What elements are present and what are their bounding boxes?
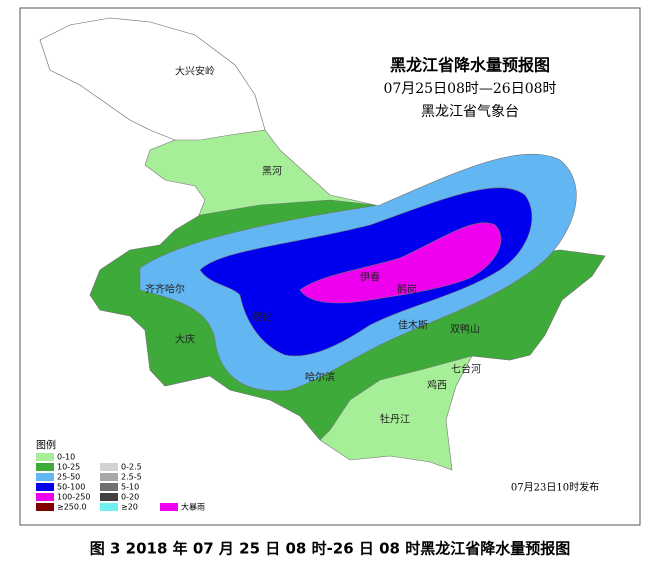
figure-caption: 图 3 2018 年 07 月 25 日 08 时-26 日 08 时黑龙江省降… <box>90 540 570 558</box>
legend-label: 50-100 <box>57 483 85 492</box>
legend-label: 25-50 <box>57 473 80 482</box>
place-label: 双鸭山 <box>450 323 480 336</box>
place-label: 牡丹江 <box>380 413 410 426</box>
place-label: 鹤岗 <box>397 283 417 296</box>
place-label: 齐齐哈尔 <box>145 283 185 296</box>
legend-swatch <box>36 503 54 511</box>
legend-label: ≥250.0 <box>57 503 87 512</box>
legend-label: 0-20 <box>121 493 139 502</box>
place-label: 哈尔滨 <box>305 371 335 384</box>
legend-swatch <box>36 483 54 491</box>
legend-swatch <box>100 463 118 471</box>
place-label: 鸡西 <box>427 379 447 392</box>
place-label: 黑河 <box>262 166 282 178</box>
legend-label: 大暴雨 <box>181 502 205 512</box>
legend-swatch <box>36 453 54 461</box>
legend-title: 图例 <box>36 439 56 452</box>
legend-label: 0-10 <box>57 453 75 462</box>
legend-label: 100-250 <box>57 493 90 502</box>
title-line: 黑龙江省降水量预报图 <box>390 56 550 75</box>
legend-label: 0-2.5 <box>121 463 142 472</box>
legend-swatch <box>36 493 54 501</box>
place-label: 伊春 <box>360 272 380 284</box>
legend-label: ≥20 <box>121 503 138 512</box>
place-label: 大兴安岭 <box>175 65 215 78</box>
title-line: 07月25日08时—26日08时 <box>383 81 556 97</box>
title-line: 黑龙江省气象台 <box>421 104 519 120</box>
place-label: 七台河 <box>451 363 481 376</box>
legend-swatch <box>100 503 118 511</box>
place-label: 佳木斯 <box>398 319 428 332</box>
place-label: 大庆 <box>175 333 195 346</box>
legend-swatch <box>160 503 178 511</box>
legend-swatch <box>100 473 118 481</box>
legend-swatch <box>100 483 118 491</box>
zone-no-rain <box>39 17 266 141</box>
zone-magenta <box>299 222 502 304</box>
legend-label: 5-10 <box>121 483 139 492</box>
place-label: 绥化 <box>252 311 272 324</box>
legend-swatch <box>100 493 118 501</box>
issue-time: 07月23日10时发布 <box>511 481 599 494</box>
legend-label: 10-25 <box>57 463 80 472</box>
legend-label: 2.5-5 <box>121 473 142 482</box>
legend-swatch <box>36 473 54 481</box>
legend-swatch <box>36 463 54 471</box>
